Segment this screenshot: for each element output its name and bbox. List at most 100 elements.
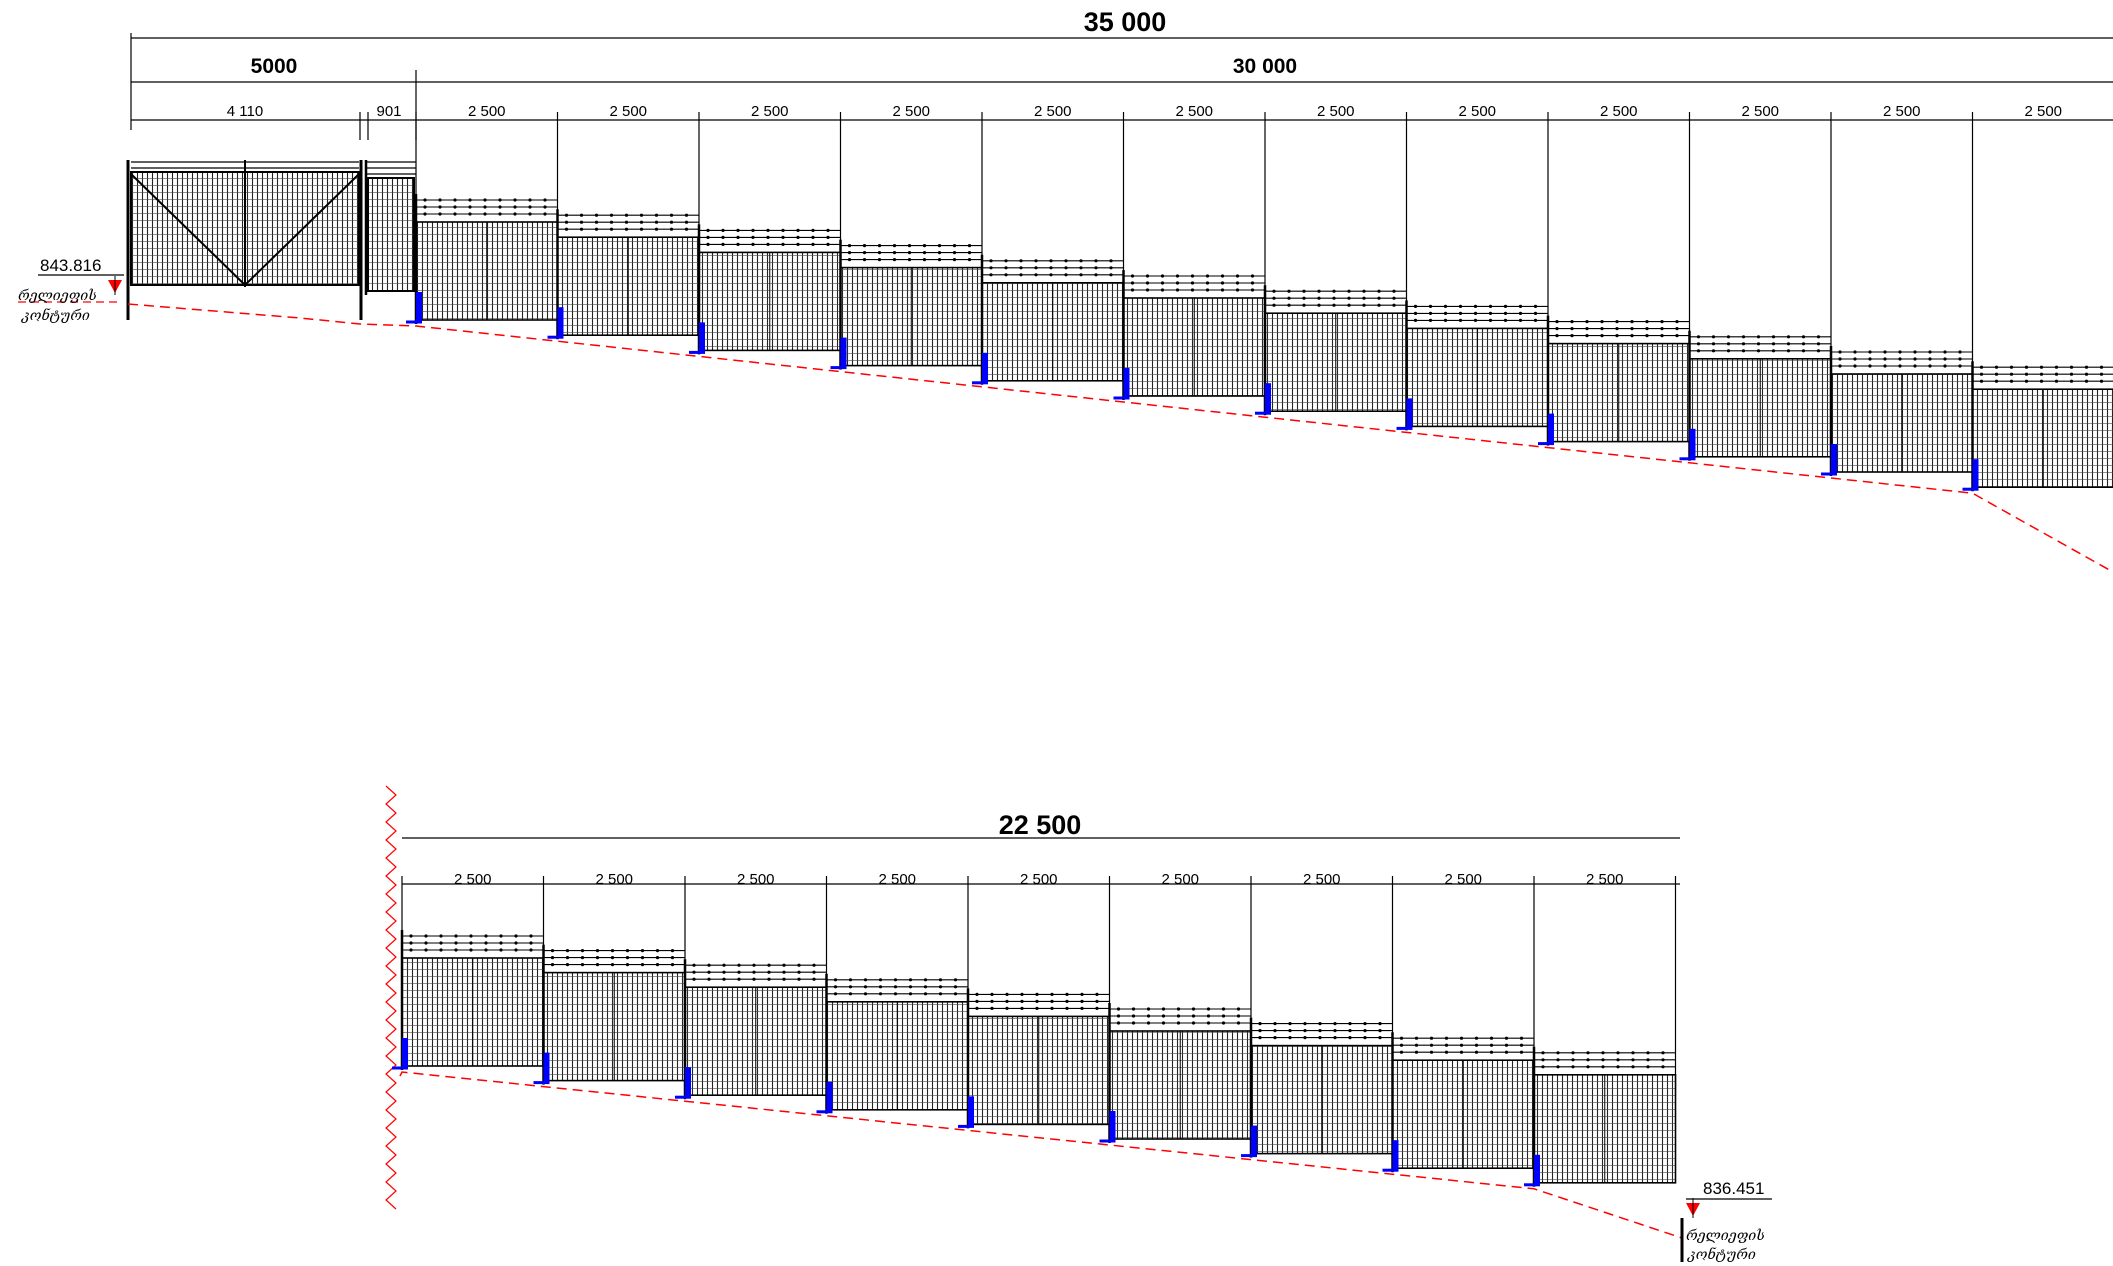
- barb: [1190, 281, 1195, 285]
- barb: [529, 941, 533, 945]
- panel-dimension-label: 2 500: [595, 871, 633, 888]
- barb: [1362, 303, 1366, 307]
- barb: [469, 948, 473, 952]
- barb: [639, 213, 644, 217]
- barb: [1958, 357, 1962, 361]
- relief-contour-label-end-1: რელიეფის: [1686, 1227, 1765, 1244]
- barb: [454, 941, 458, 945]
- barb: [1221, 1021, 1226, 1025]
- barb: [550, 949, 555, 953]
- barb: [1816, 335, 1821, 339]
- barb: [826, 228, 830, 232]
- barb: [1273, 1029, 1277, 1033]
- barb: [1145, 274, 1150, 278]
- barb: [423, 198, 427, 202]
- barb: [1645, 327, 1649, 331]
- barb: [848, 985, 853, 989]
- barb: [848, 978, 853, 982]
- barb: [1317, 289, 1321, 293]
- barb: [706, 242, 710, 246]
- barb: [1458, 311, 1463, 315]
- barb: [684, 227, 689, 231]
- barb: [1004, 259, 1008, 263]
- footing: [1123, 368, 1130, 398]
- barb: [1049, 266, 1053, 270]
- barb: [1235, 288, 1240, 292]
- barb: [639, 220, 644, 224]
- barb: [833, 978, 838, 982]
- barb: [1303, 1036, 1307, 1040]
- barb: [1250, 281, 1255, 285]
- barb: [1019, 273, 1023, 277]
- barb: [1556, 1058, 1560, 1062]
- barb: [1928, 357, 1932, 361]
- barb: [1570, 327, 1574, 331]
- barb: [1429, 1036, 1434, 1040]
- barb: [1020, 999, 1024, 1004]
- panel-dimension-label: 2 500: [1586, 871, 1624, 888]
- barb: [594, 227, 599, 231]
- barb: [863, 978, 868, 982]
- barb: [1130, 281, 1135, 285]
- relief-contour-label-start-2: კონტური: [21, 306, 90, 324]
- panel-dimension-label: 2 500: [1020, 871, 1058, 888]
- barb: [908, 985, 913, 989]
- barb: [1555, 327, 1559, 331]
- barb: [1838, 350, 1842, 354]
- barb: [1489, 1050, 1494, 1054]
- barb: [2009, 365, 2014, 369]
- fence-panel: [958, 988, 1111, 1129]
- barb: [1646, 1065, 1650, 1069]
- barb: [1160, 288, 1165, 292]
- barb: [892, 251, 897, 255]
- barb: [737, 977, 741, 981]
- barb: [468, 198, 472, 202]
- barb: [1332, 303, 1336, 307]
- barb: [722, 963, 726, 967]
- barb: [1363, 1022, 1367, 1026]
- barb: [707, 977, 711, 981]
- barb: [1696, 335, 1701, 339]
- barb: [409, 941, 413, 945]
- barb: [1473, 311, 1478, 315]
- fence-panel: [533, 944, 686, 1085]
- wicket-panel: [364, 160, 416, 295]
- barb: [1631, 1058, 1635, 1062]
- barb: [1303, 1029, 1307, 1033]
- barb: [1004, 273, 1008, 277]
- barb: [1288, 1036, 1292, 1040]
- barb: [550, 963, 555, 967]
- barb: [1095, 999, 1099, 1004]
- barb: [1444, 1043, 1449, 1047]
- barb: [438, 212, 442, 216]
- barb: [1236, 1021, 1241, 1025]
- barb: [797, 970, 801, 974]
- barb: [439, 934, 443, 938]
- barb: [922, 251, 927, 255]
- barb: [923, 978, 928, 982]
- barb: [409, 934, 413, 938]
- barb: [424, 948, 428, 952]
- panel-dimension-label: 2 500: [1458, 103, 1496, 120]
- barb: [1131, 1021, 1136, 1025]
- barb: [1429, 1050, 1434, 1054]
- barb: [975, 1006, 979, 1011]
- barb: [1176, 1007, 1181, 1011]
- barb: [1771, 342, 1776, 346]
- footing: [840, 337, 847, 368]
- barb: [1883, 357, 1887, 361]
- barb: [423, 205, 427, 209]
- barb: [1250, 274, 1255, 278]
- barb: [1868, 350, 1872, 354]
- barb: [453, 198, 457, 202]
- barb: [610, 956, 615, 960]
- barb: [1332, 289, 1336, 293]
- barb: [654, 220, 659, 224]
- barb: [1287, 296, 1291, 300]
- barb: [1600, 334, 1604, 338]
- barb: [833, 992, 838, 996]
- barb: [847, 258, 852, 262]
- barb: [1459, 1036, 1464, 1040]
- barb: [1711, 342, 1716, 346]
